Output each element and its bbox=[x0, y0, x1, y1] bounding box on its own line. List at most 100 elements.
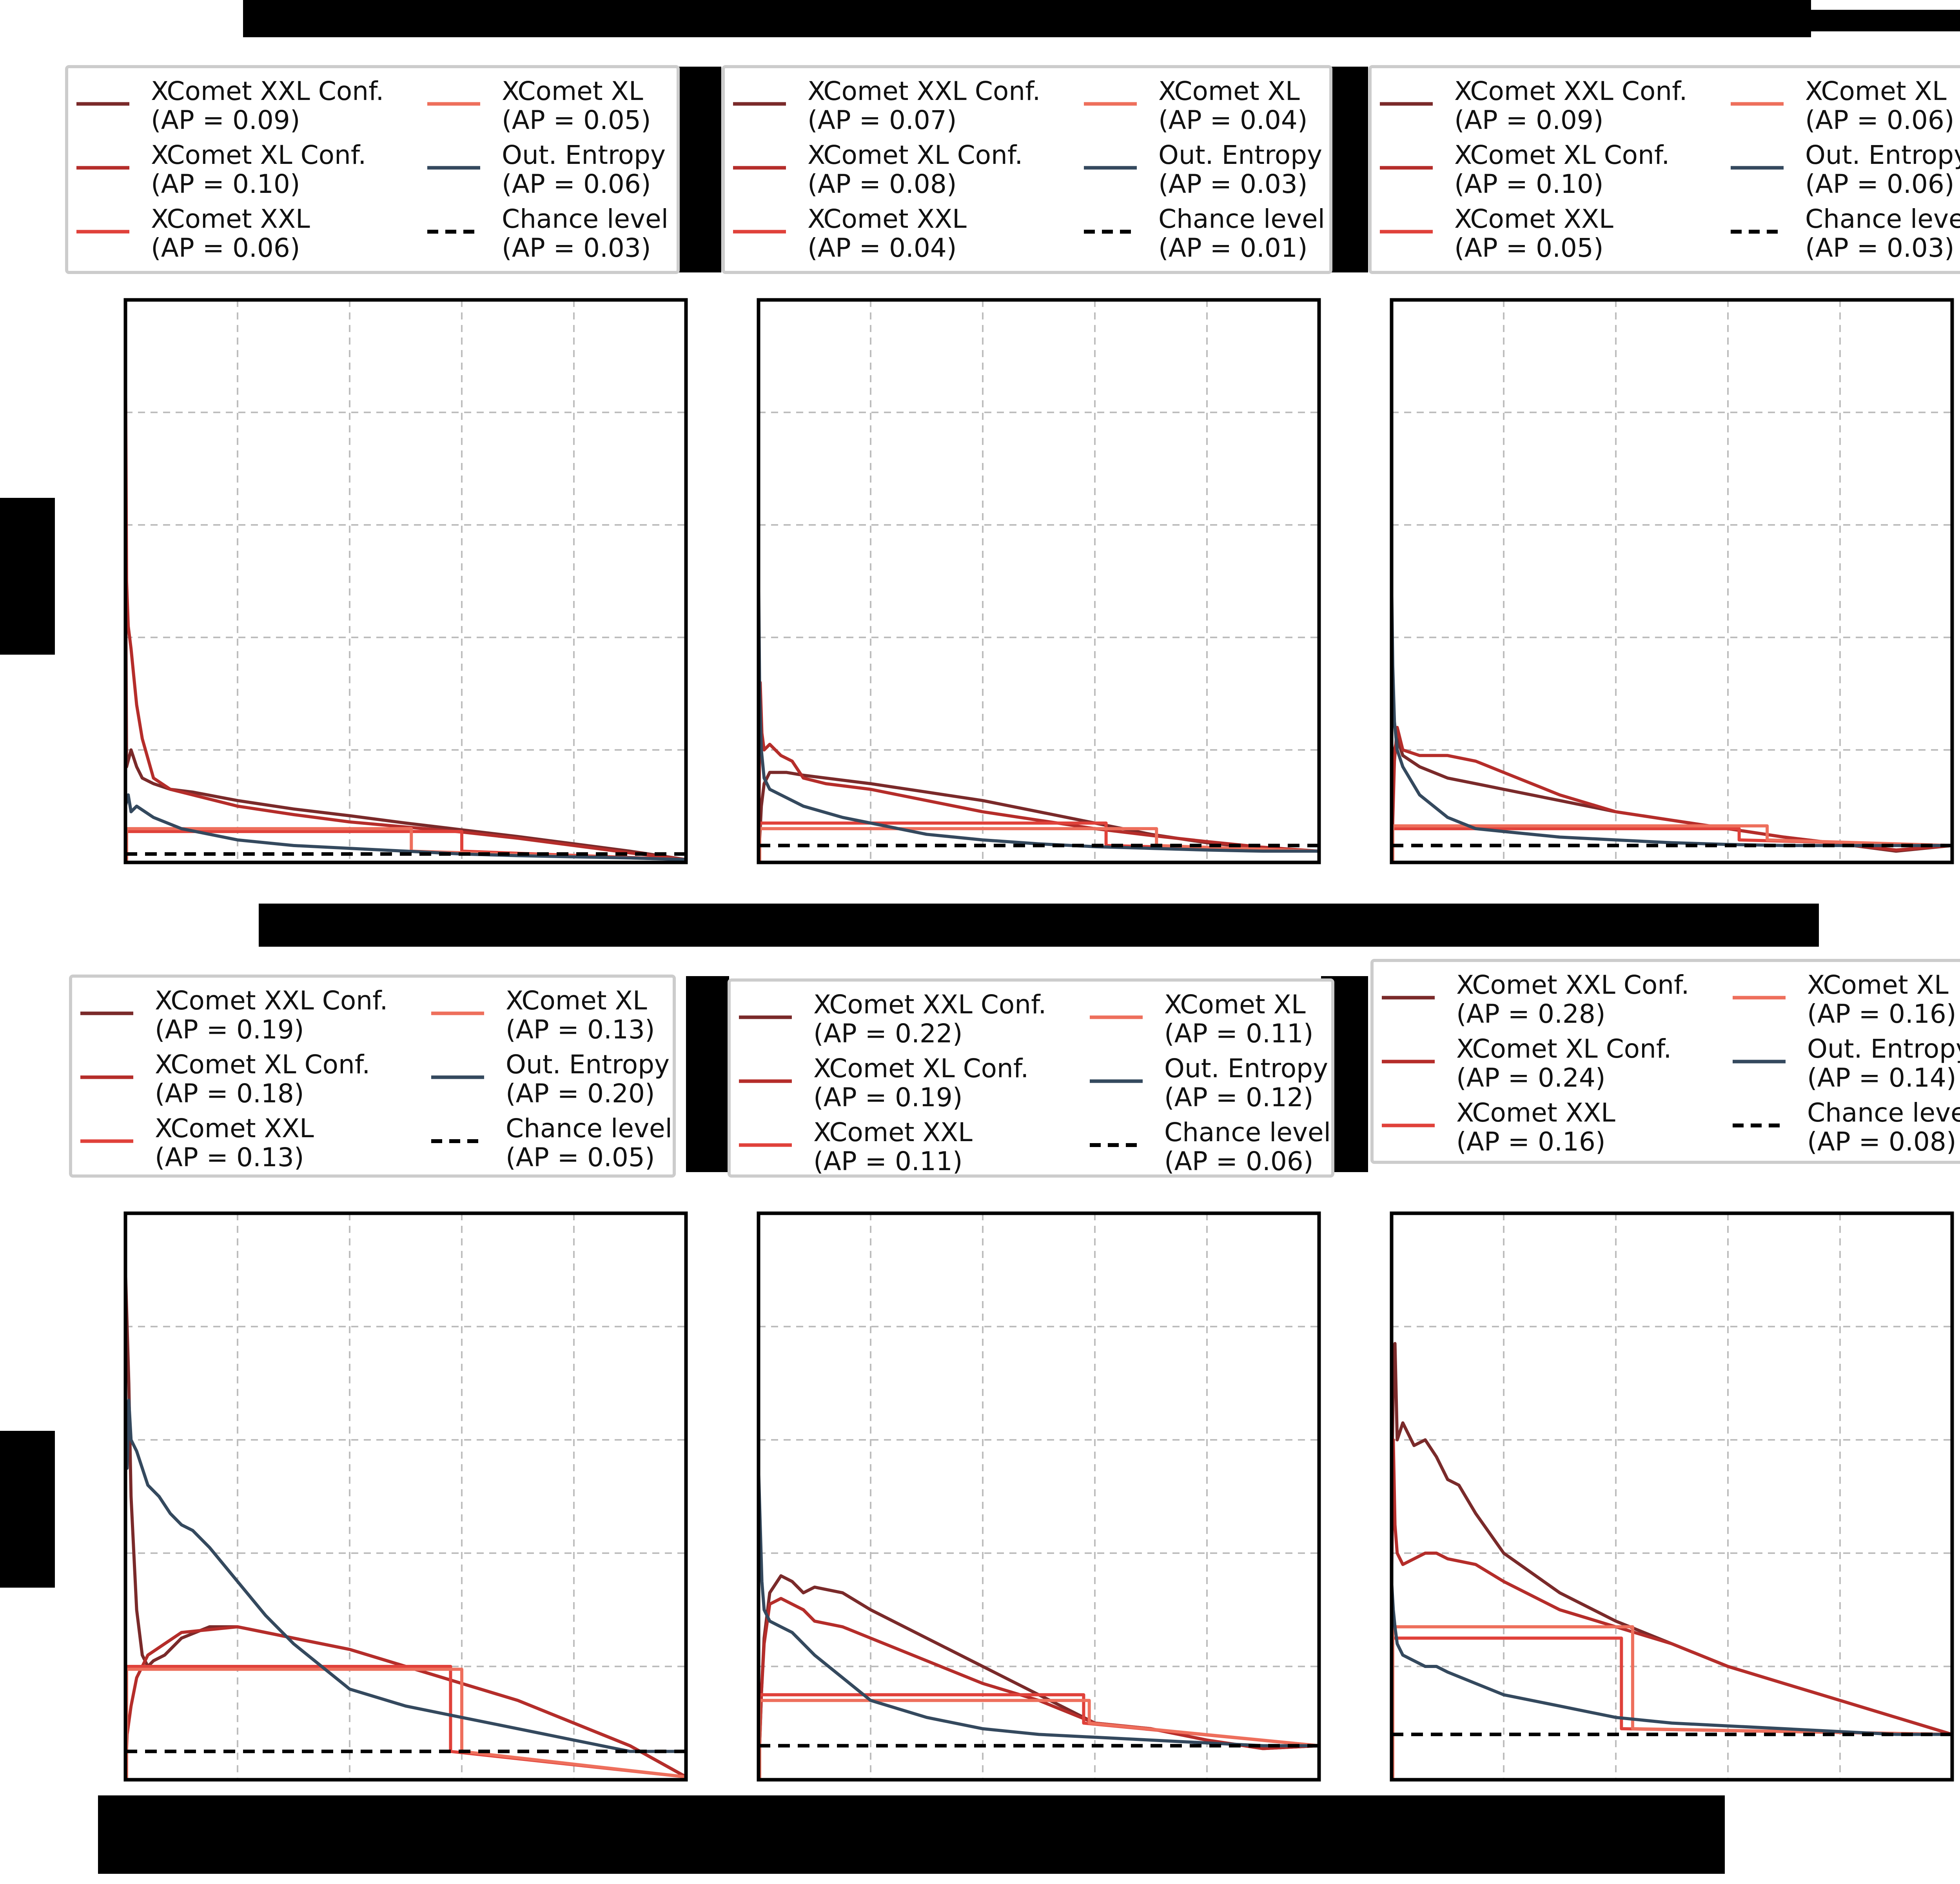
chart-panel-5: XComet XXL Conf.(AP = 0.22) XComet XL Con… bbox=[728, 978, 1334, 1782]
legend-label: XComet XXL bbox=[151, 204, 310, 234]
legend-label: XComet XL bbox=[1164, 989, 1306, 1020]
series-line-out-entropy bbox=[124, 793, 686, 861]
legend-label: Out. Entropy bbox=[1158, 140, 1322, 170]
legend-label: Out. Entropy bbox=[1164, 1053, 1328, 1084]
chart-panel-2: XComet XXL Conf.(AP = 0.07) XComet XL Con… bbox=[722, 65, 1332, 864]
legend-box bbox=[65, 65, 680, 274]
legend-ap-value: (AP = 0.19) bbox=[155, 1015, 304, 1045]
legend-label: Chance level bbox=[506, 1113, 672, 1143]
figure-black-bar bbox=[0, 498, 55, 655]
legend-ap-value: (AP = 0.03) bbox=[1805, 233, 1955, 263]
legend-ap-value: (AP = 0.11) bbox=[1164, 1018, 1314, 1049]
figure-black-bar bbox=[674, 67, 721, 272]
legend: XComet XXL Conf.(AP = 0.28) XComet XL Con… bbox=[1370, 959, 1960, 1164]
legend-ap-value: (AP = 0.13) bbox=[155, 1142, 304, 1173]
series-line-xcomet-xl-conf bbox=[124, 356, 686, 861]
legend-label: XComet XL bbox=[1158, 76, 1300, 106]
legend-box bbox=[1368, 65, 1960, 274]
plot-area bbox=[125, 300, 686, 862]
plot-area bbox=[759, 300, 1319, 862]
legend-ap-value: (AP = 0.05) bbox=[1454, 233, 1604, 263]
legend-label: XComet XXL Conf. bbox=[1456, 970, 1690, 1000]
legend-label: XComet XXL Conf. bbox=[813, 989, 1047, 1020]
chart-panel-4: XComet XXL Conf.(AP = 0.19) XComet XL Con… bbox=[69, 975, 688, 1782]
legend-ap-value: (AP = 0.12) bbox=[1164, 1082, 1314, 1113]
series-line-xcomet-xl-conf bbox=[1390, 1438, 1953, 1736]
series-line-out-entropy bbox=[757, 1468, 1319, 1748]
legend: XComet XXL Conf.(AP = 0.19) XComet XL Con… bbox=[69, 975, 676, 1178]
legend-ap-value: (AP = 0.09) bbox=[1454, 105, 1604, 135]
axes-frame bbox=[1390, 298, 1954, 864]
legend-label: XComet XXL bbox=[1454, 204, 1613, 234]
legend-label: XComet XXL bbox=[155, 1113, 314, 1143]
chart-panel-6: XComet XXL Conf.(AP = 0.28) XComet XL Con… bbox=[1370, 959, 1960, 1782]
legend-label: Chance level bbox=[1164, 1117, 1331, 1147]
legend-label: XComet XXL bbox=[808, 204, 967, 234]
legend-label: XComet XL bbox=[1807, 970, 1949, 1000]
legend-ap-value: (AP = 0.22) bbox=[813, 1018, 963, 1049]
series-line-out-entropy bbox=[1390, 581, 1952, 847]
legend-label: XComet XL bbox=[502, 76, 643, 106]
legend-ap-value: (AP = 0.13) bbox=[506, 1015, 655, 1045]
plot-area bbox=[1392, 1213, 1952, 1780]
series-line-xcomet-xl-conf bbox=[757, 681, 1319, 863]
axes-frame bbox=[1390, 1211, 1954, 1782]
legend: XComet XXL Conf.(AP = 0.07) XComet XL Con… bbox=[722, 65, 1332, 274]
legend-ap-value: (AP = 0.06) bbox=[1805, 169, 1955, 199]
legend-ap-value: (AP = 0.03) bbox=[502, 233, 651, 263]
legend-label: XComet XL bbox=[1805, 76, 1947, 106]
figure-black-bar bbox=[98, 1795, 1725, 1874]
series-line-out-entropy bbox=[1390, 1581, 1952, 1736]
legend-label: Chance level bbox=[502, 204, 668, 234]
legend-ap-value: (AP = 0.04) bbox=[1158, 105, 1308, 135]
legend-ap-value: (AP = 0.06) bbox=[502, 169, 651, 199]
axes-frame bbox=[123, 298, 688, 864]
legend-label: XComet XL Conf. bbox=[808, 140, 1023, 170]
legend-ap-value: (AP = 0.10) bbox=[151, 169, 300, 199]
figure-black-bar bbox=[0, 1431, 55, 1588]
figure-black-bar bbox=[686, 976, 729, 1172]
figure-black-bar bbox=[259, 904, 1819, 947]
legend-ap-value: (AP = 0.16) bbox=[1456, 1127, 1606, 1157]
legend-label: XComet XL Conf. bbox=[1456, 1034, 1671, 1064]
series-line-out-entropy bbox=[757, 570, 1319, 853]
legend-label: Chance level bbox=[1807, 1098, 1960, 1128]
legend-label: XComet XXL Conf. bbox=[155, 986, 388, 1016]
legend-ap-value: (AP = 0.18) bbox=[155, 1078, 304, 1109]
series-line-xcomet-xl-conf bbox=[124, 1625, 687, 1780]
legend-ap-value: (AP = 0.10) bbox=[1454, 169, 1604, 199]
axes-frame bbox=[757, 1211, 1321, 1782]
figure-black-bar bbox=[243, 0, 1811, 37]
legend-label: XComet XL bbox=[506, 986, 647, 1016]
legend-ap-value: (AP = 0.06) bbox=[1164, 1146, 1314, 1176]
legend-ap-value: (AP = 0.11) bbox=[813, 1146, 963, 1176]
legend-label: XComet XL Conf. bbox=[813, 1053, 1029, 1084]
series-line-xcomet-xxl-conf bbox=[124, 525, 686, 861]
legend-label: Chance level bbox=[1805, 204, 1960, 234]
axes-frame bbox=[757, 298, 1321, 864]
legend-box bbox=[1370, 959, 1960, 1164]
legend-box bbox=[722, 65, 1332, 274]
legend-ap-value: (AP = 0.08) bbox=[808, 169, 957, 199]
legend-label: XComet XL Conf. bbox=[155, 1049, 370, 1080]
figure-black-bar bbox=[1791, 10, 1960, 31]
legend-label: Chance level bbox=[1158, 204, 1325, 234]
legend-label: Out. Entropy bbox=[502, 140, 666, 170]
legend: XComet XXL Conf.(AP = 0.09) XComet XL Con… bbox=[65, 65, 680, 274]
legend-label: XComet XXL Conf. bbox=[151, 76, 384, 106]
legend-ap-value: (AP = 0.16) bbox=[1807, 999, 1956, 1029]
legend-label: XComet XXL Conf. bbox=[808, 76, 1041, 106]
legend-label: Out. Entropy bbox=[1805, 140, 1960, 170]
legend-box bbox=[69, 975, 676, 1178]
legend-box bbox=[728, 978, 1334, 1178]
legend-ap-value: (AP = 0.05) bbox=[502, 105, 651, 135]
legend-label: Out. Entropy bbox=[1807, 1034, 1960, 1064]
legend-ap-value: (AP = 0.07) bbox=[808, 105, 957, 135]
plot-area bbox=[1392, 300, 1952, 862]
legend-ap-value: (AP = 0.06) bbox=[151, 233, 300, 263]
legend-label: XComet XXL bbox=[813, 1117, 973, 1147]
legend-ap-value: (AP = 0.24) bbox=[1456, 1063, 1606, 1093]
legend-label: Out. Entropy bbox=[506, 1049, 670, 1080]
